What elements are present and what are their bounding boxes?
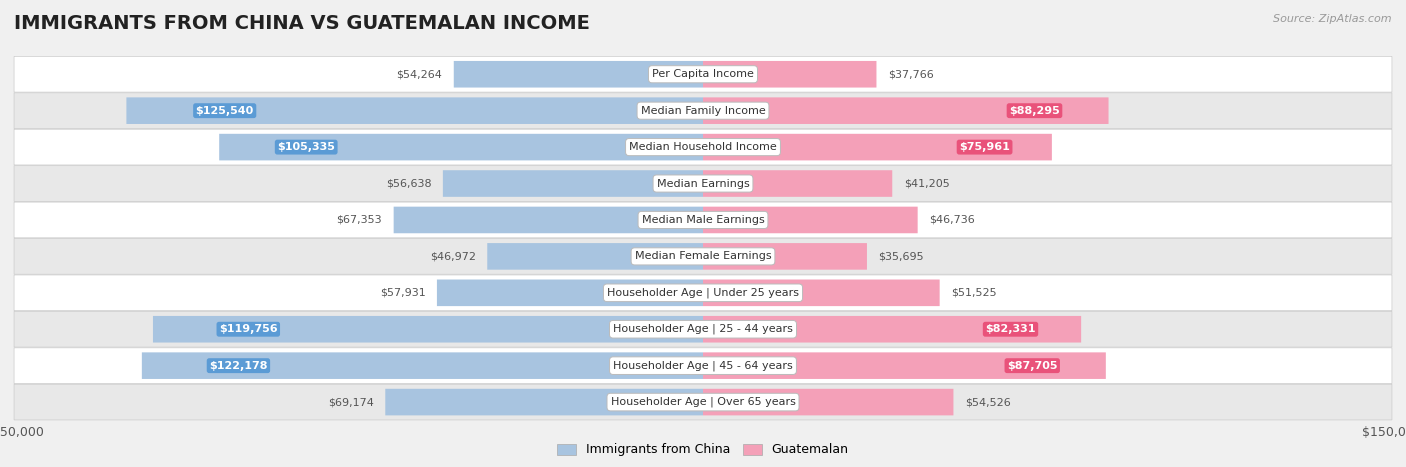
Text: $75,961: $75,961 <box>959 142 1010 152</box>
FancyBboxPatch shape <box>703 316 1081 342</box>
Text: $88,295: $88,295 <box>1010 106 1060 116</box>
Text: Median Household Income: Median Household Income <box>628 142 778 152</box>
Text: $54,264: $54,264 <box>396 69 443 79</box>
Text: Median Family Income: Median Family Income <box>641 106 765 116</box>
Text: Householder Age | 45 - 64 years: Householder Age | 45 - 64 years <box>613 361 793 371</box>
Text: $69,174: $69,174 <box>328 397 374 407</box>
FancyBboxPatch shape <box>14 311 1392 347</box>
Text: Median Earnings: Median Earnings <box>657 178 749 189</box>
FancyBboxPatch shape <box>394 207 703 233</box>
Text: $125,540: $125,540 <box>195 106 254 116</box>
Text: $41,205: $41,205 <box>904 178 949 189</box>
Text: $56,638: $56,638 <box>385 178 432 189</box>
Text: $119,756: $119,756 <box>219 324 277 334</box>
FancyBboxPatch shape <box>153 316 703 342</box>
FancyBboxPatch shape <box>443 170 703 197</box>
FancyBboxPatch shape <box>703 353 1107 379</box>
FancyBboxPatch shape <box>219 134 703 160</box>
Text: $87,705: $87,705 <box>1007 361 1057 371</box>
FancyBboxPatch shape <box>14 93 1392 128</box>
FancyBboxPatch shape <box>385 389 703 415</box>
FancyBboxPatch shape <box>14 348 1392 383</box>
Text: $122,178: $122,178 <box>209 361 267 371</box>
FancyBboxPatch shape <box>703 389 953 415</box>
Text: Source: ZipAtlas.com: Source: ZipAtlas.com <box>1274 14 1392 24</box>
Text: $54,526: $54,526 <box>965 397 1011 407</box>
FancyBboxPatch shape <box>127 98 703 124</box>
FancyBboxPatch shape <box>14 384 1392 420</box>
Text: Householder Age | Over 65 years: Householder Age | Over 65 years <box>610 397 796 407</box>
FancyBboxPatch shape <box>14 129 1392 165</box>
Text: IMMIGRANTS FROM CHINA VS GUATEMALAN INCOME: IMMIGRANTS FROM CHINA VS GUATEMALAN INCO… <box>14 14 591 33</box>
FancyBboxPatch shape <box>14 275 1392 311</box>
FancyBboxPatch shape <box>14 239 1392 274</box>
Text: $35,695: $35,695 <box>879 251 924 262</box>
FancyBboxPatch shape <box>14 202 1392 238</box>
FancyBboxPatch shape <box>703 134 1052 160</box>
FancyBboxPatch shape <box>703 98 1108 124</box>
Text: Per Capita Income: Per Capita Income <box>652 69 754 79</box>
FancyBboxPatch shape <box>437 280 703 306</box>
Text: $37,766: $37,766 <box>889 69 934 79</box>
FancyBboxPatch shape <box>14 57 1392 92</box>
FancyBboxPatch shape <box>703 280 939 306</box>
FancyBboxPatch shape <box>703 61 876 87</box>
Text: $46,736: $46,736 <box>929 215 974 225</box>
Text: Householder Age | Under 25 years: Householder Age | Under 25 years <box>607 288 799 298</box>
Text: $105,335: $105,335 <box>277 142 335 152</box>
Text: $46,972: $46,972 <box>430 251 475 262</box>
FancyBboxPatch shape <box>703 243 868 269</box>
Text: Median Male Earnings: Median Male Earnings <box>641 215 765 225</box>
Text: Householder Age | 25 - 44 years: Householder Age | 25 - 44 years <box>613 324 793 334</box>
FancyBboxPatch shape <box>454 61 703 87</box>
Text: $67,353: $67,353 <box>336 215 382 225</box>
Text: $51,525: $51,525 <box>950 288 997 298</box>
Legend: Immigrants from China, Guatemalan: Immigrants from China, Guatemalan <box>553 439 853 461</box>
FancyBboxPatch shape <box>14 166 1392 201</box>
FancyBboxPatch shape <box>488 243 703 269</box>
FancyBboxPatch shape <box>703 170 893 197</box>
FancyBboxPatch shape <box>142 353 703 379</box>
Text: $82,331: $82,331 <box>986 324 1036 334</box>
Text: Median Female Earnings: Median Female Earnings <box>634 251 772 262</box>
FancyBboxPatch shape <box>703 207 918 233</box>
Text: $57,931: $57,931 <box>380 288 426 298</box>
